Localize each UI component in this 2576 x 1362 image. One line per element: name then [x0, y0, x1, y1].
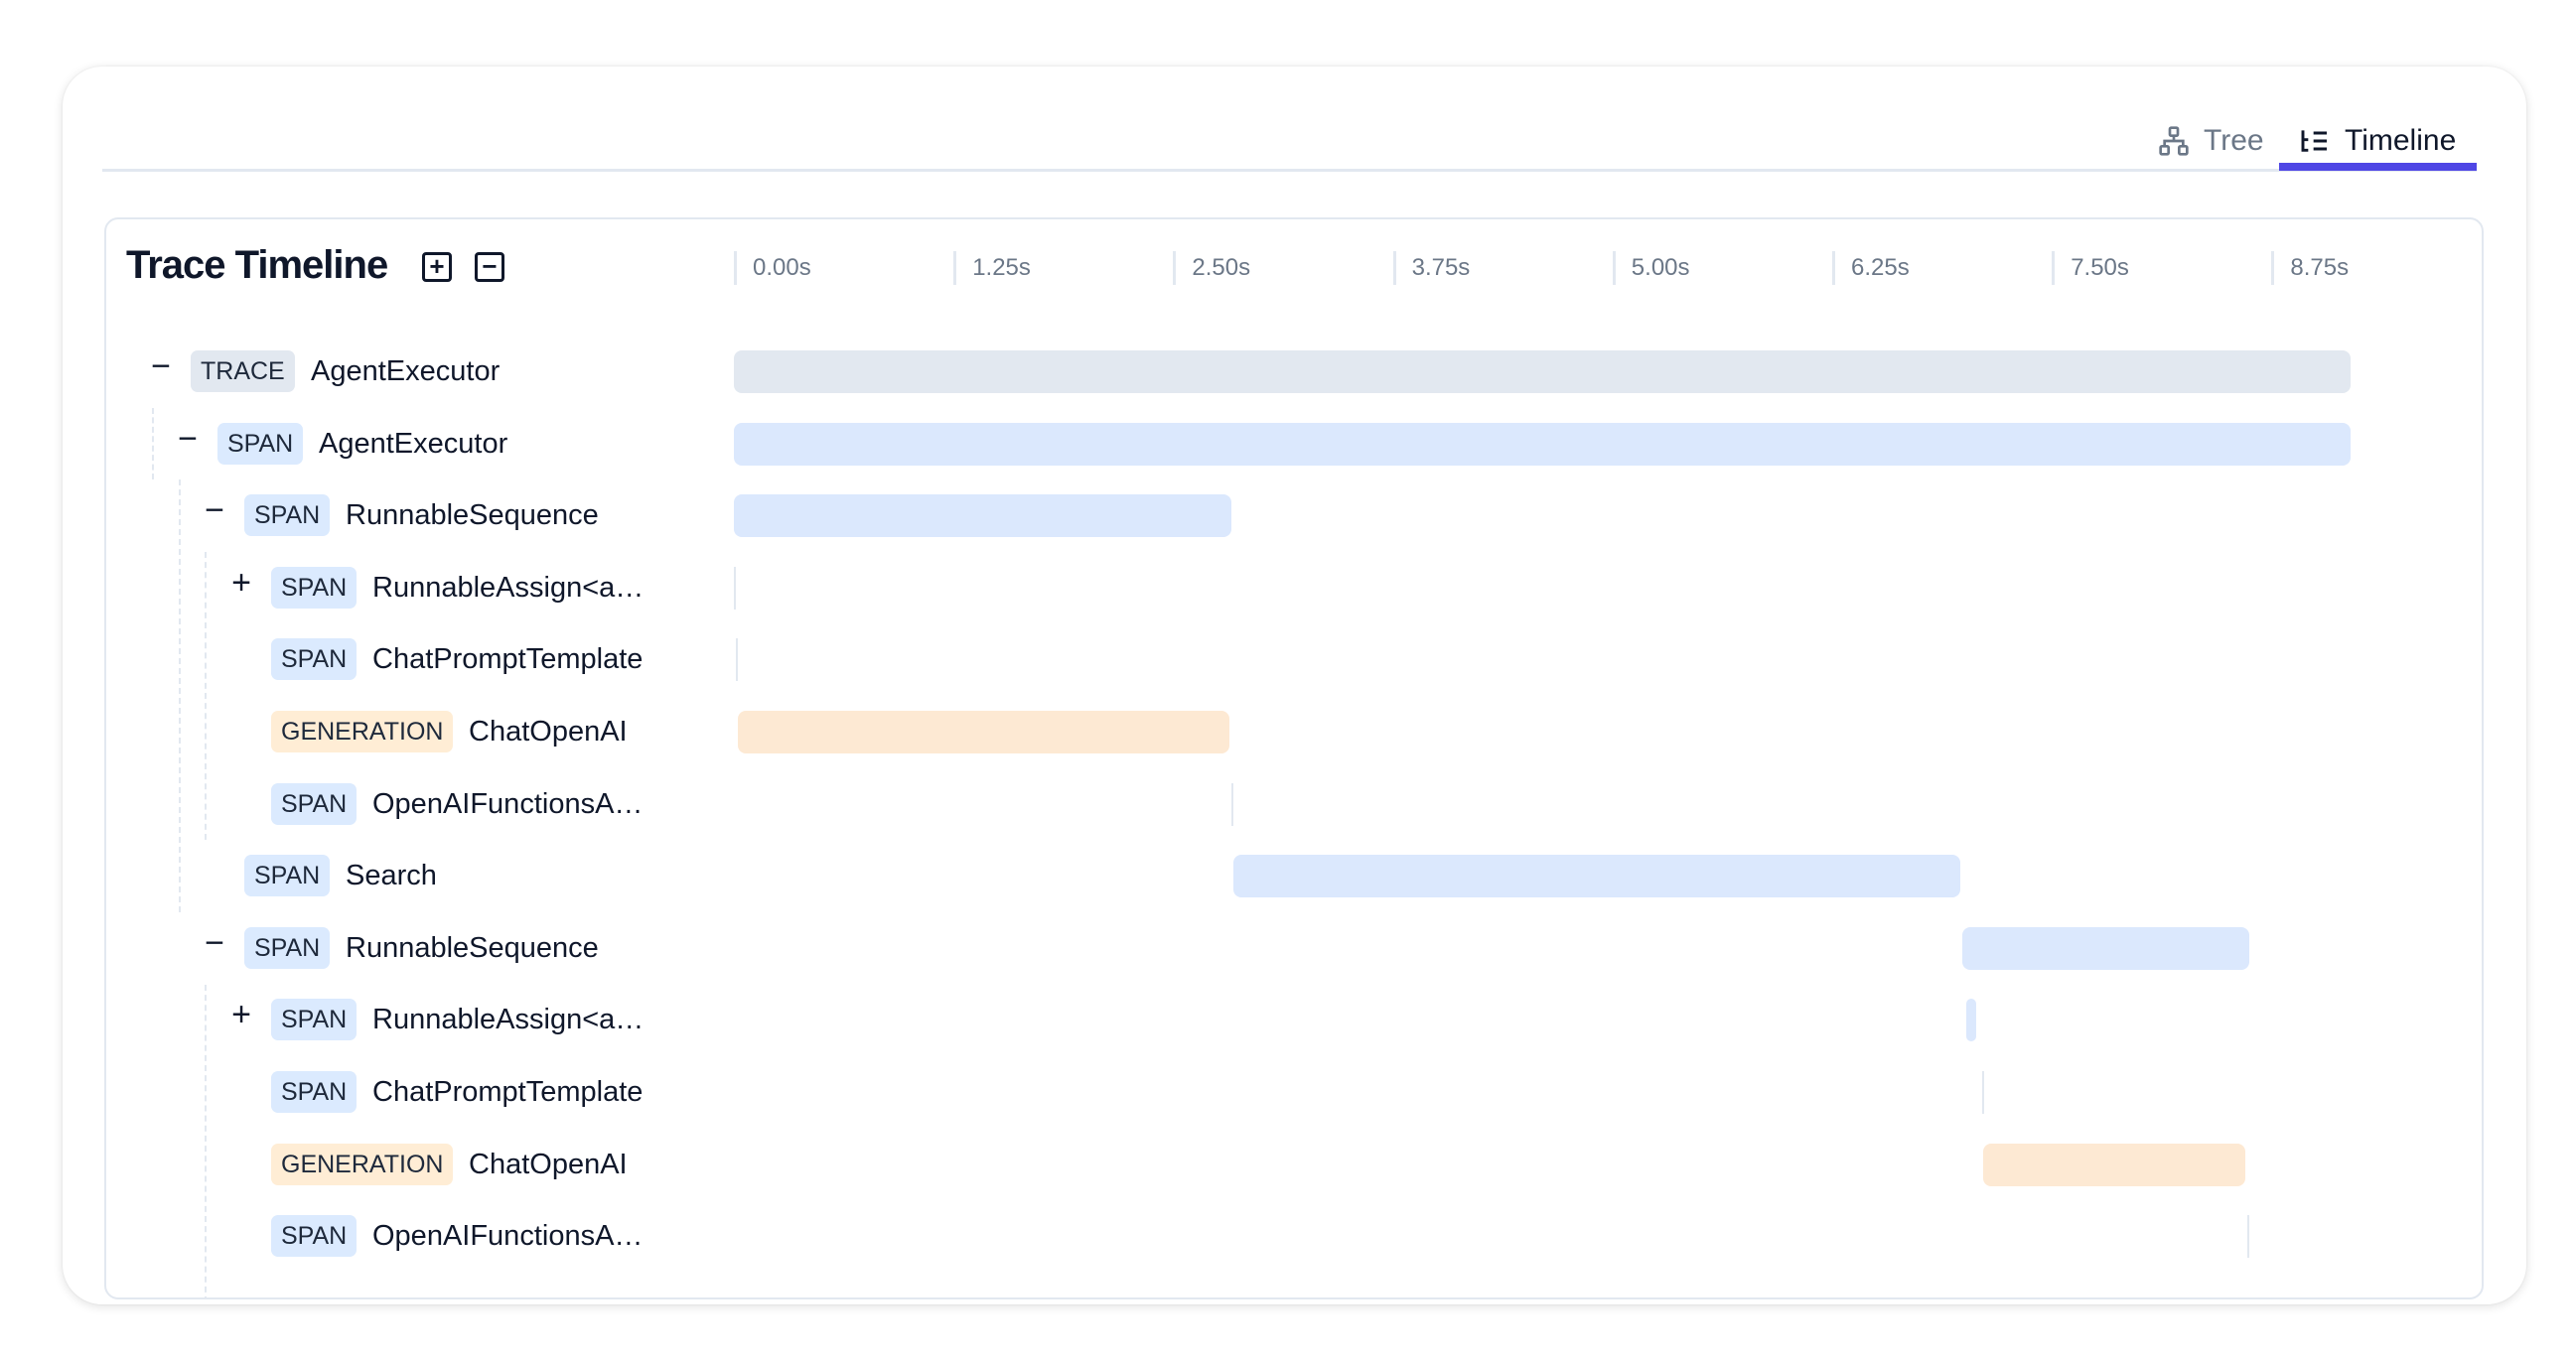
axis-tick-label: 8.75s [2271, 251, 2349, 285]
axis-tick-label: 0.00s [734, 251, 811, 285]
timeline-row[interactable]: + SPAN RunnableAssign<a… [106, 552, 2482, 623]
duration-bar[interactable] [734, 566, 736, 610]
span-name: RunnableSequence [346, 931, 599, 964]
type-badge: SPAN [244, 494, 331, 537]
page-title: Trace Timeline [126, 243, 388, 287]
duration-bar[interactable] [1230, 782, 1233, 826]
collapse-icon[interactable]: − [178, 419, 198, 458]
span-name: ChatOpenAI [469, 1148, 628, 1180]
axis-tick-label: 1.25s [953, 251, 1031, 285]
timeline-row[interactable]: SPAN Search [106, 840, 2482, 911]
duration-bar[interactable] [1232, 855, 1961, 898]
tabs-divider [102, 169, 2477, 172]
timeline-row[interactable]: SPAN ChatPromptTemplate [106, 623, 2482, 695]
type-badge: SPAN [244, 926, 331, 969]
span-name: Search [346, 860, 437, 892]
span-name: RunnableAssign<a… [372, 1004, 644, 1036]
type-badge: SPAN [271, 638, 358, 681]
span-name: ChatPromptTemplate [372, 643, 644, 676]
type-badge: SPAN [217, 422, 304, 465]
timeline-row[interactable]: SPAN OpenAIFunctionsA… [106, 1200, 2482, 1272]
timeline-row[interactable]: − SPAN RunnableSequence [106, 479, 2482, 551]
type-badge: SPAN [271, 1215, 358, 1258]
tree-guide-line [179, 479, 181, 912]
duration-bar[interactable] [1981, 1071, 1984, 1114]
tree-guide-line [205, 985, 207, 1297]
timeline-row[interactable]: SPAN OpenAIFunctionsA… [106, 768, 2482, 840]
axis-tick-label: 3.75s [1392, 251, 1470, 285]
span-name: AgentExecutor [319, 427, 508, 460]
tree-icon [2159, 126, 2189, 156]
expand-icon[interactable]: + [231, 563, 251, 602]
timeline-icon [2301, 130, 2327, 152]
span-name: ChatOpenAI [469, 716, 628, 748]
axis-tick-label: 5.00s [1612, 251, 1690, 285]
type-badge: SPAN [271, 999, 358, 1041]
timeline-row[interactable]: + SPAN RunnableAssign<a… [106, 984, 2482, 1055]
type-badge: SPAN [271, 782, 358, 825]
collapse-icon[interactable]: − [151, 347, 171, 385]
type-badge: SPAN [271, 1071, 358, 1113]
tab-tree-label: Tree [2204, 124, 2264, 157]
timeline-row[interactable]: GENERATION ChatOpenAI [106, 696, 2482, 767]
span-name: ChatPromptTemplate [372, 1076, 644, 1108]
trace-card: Tree Timeline Trace Timeline + − 0.00s 1.… [63, 67, 2526, 1304]
type-badge: SPAN [244, 855, 331, 897]
timeline-row[interactable]: − SPAN AgentExecutor [106, 408, 2482, 479]
duration-bar[interactable] [734, 350, 2352, 393]
duration-bar[interactable] [735, 638, 738, 682]
duration-bar[interactable] [1962, 926, 2249, 970]
timeline-row[interactable]: SPAN ChatPromptTemplate [106, 1056, 2482, 1128]
span-name: RunnableSequence [346, 499, 599, 532]
tree-guide-line [152, 408, 154, 479]
duration-bar[interactable] [2246, 1215, 2249, 1259]
tab-tree[interactable]: Tree [2158, 111, 2264, 171]
duration-bar[interactable] [734, 422, 2352, 466]
duration-bar[interactable] [1965, 999, 1977, 1042]
axis-tick-label: 2.50s [1173, 251, 1250, 285]
collapse-icon[interactable]: − [205, 491, 224, 530]
duration-bar[interactable] [1983, 1143, 2246, 1186]
timeline-panel: Trace Timeline + − 0.00s 1.25s 2.50s 3.75s 5… [104, 217, 2484, 1299]
tree-guide-line [205, 552, 207, 840]
expand-icon[interactable]: + [231, 996, 251, 1034]
axis-tick-label: 6.25s [1832, 251, 1910, 285]
timeline-row[interactable]: GENERATION ChatOpenAI [106, 1129, 2482, 1200]
type-badge: TRACE [191, 350, 295, 392]
duration-bar[interactable] [737, 711, 1230, 753]
span-name: RunnableAssign<a… [372, 571, 644, 604]
type-badge: GENERATION [271, 711, 454, 752]
type-badge: SPAN [271, 566, 358, 609]
collapse-all-icon[interactable]: − [475, 252, 504, 282]
span-name: OpenAIFunctionsA… [372, 787, 644, 820]
axis-tick-label: 7.50s [2052, 251, 2129, 285]
tab-timeline-label: Timeline [2345, 124, 2457, 157]
duration-bar[interactable] [734, 494, 1231, 538]
expand-all-icon[interactable]: + [422, 252, 452, 282]
span-name: OpenAIFunctionsA… [372, 1220, 644, 1253]
type-badge: GENERATION [271, 1143, 454, 1185]
timeline-row[interactable]: − SPAN RunnableSequence [106, 912, 2482, 984]
tab-timeline[interactable]: Timeline [2299, 111, 2456, 171]
collapse-icon[interactable]: − [205, 923, 224, 962]
active-tab-indicator [2279, 163, 2477, 171]
span-name: AgentExecutor [311, 355, 501, 387]
timeline-row[interactable]: − TRACE AgentExecutor [106, 336, 2482, 407]
